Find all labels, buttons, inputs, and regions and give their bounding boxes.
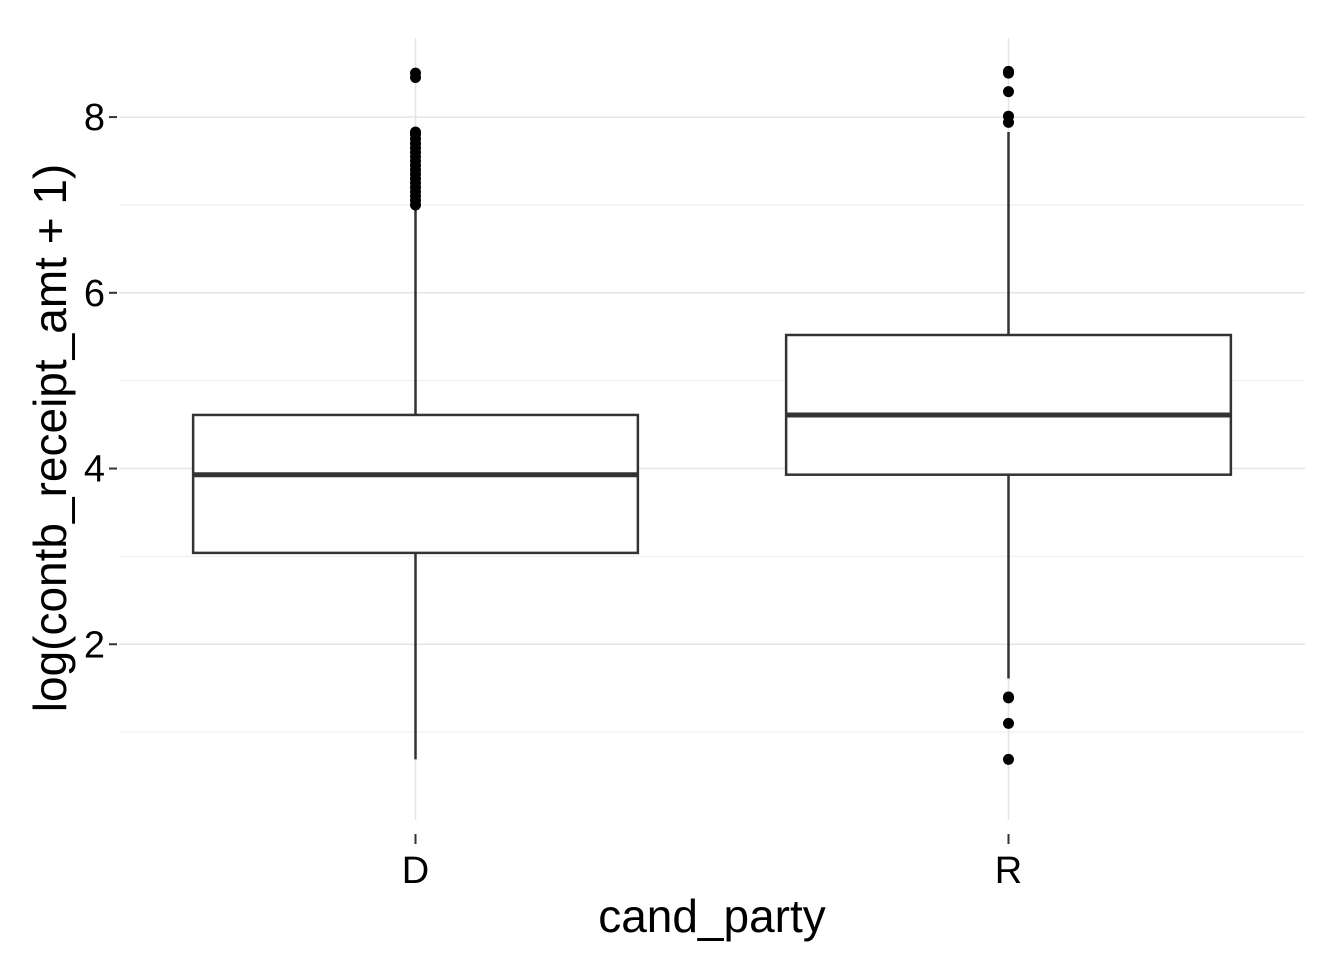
outlier-point	[1003, 86, 1014, 98]
y-axis-title: log(contb_receipt_amt + 1)	[24, 164, 76, 712]
x-tick-label: R	[995, 850, 1022, 892]
outlier-point	[1003, 65, 1014, 77]
x-axis-title: cand_party	[598, 890, 826, 942]
box-D	[191, 67, 640, 760]
x-tick-label: D	[402, 850, 429, 892]
outlier-point	[1003, 110, 1014, 122]
y-tick-label: 8	[84, 97, 105, 139]
y-tick-label: 4	[84, 449, 105, 491]
boxes	[191, 65, 1233, 765]
outlier-point	[1003, 717, 1014, 729]
outlier-point	[1003, 753, 1014, 765]
outlier-point	[410, 126, 421, 138]
box-iqr	[191, 413, 640, 555]
y-axis: 2 4 6 8	[84, 97, 117, 666]
outlier-point	[410, 67, 421, 79]
minor-gridlines	[119, 204, 1305, 733]
y-tick-label: 6	[84, 273, 105, 315]
box-iqr	[784, 333, 1233, 476]
box-R	[784, 65, 1233, 765]
y-tick-label: 2	[84, 624, 105, 666]
outlier-point	[1003, 691, 1014, 703]
